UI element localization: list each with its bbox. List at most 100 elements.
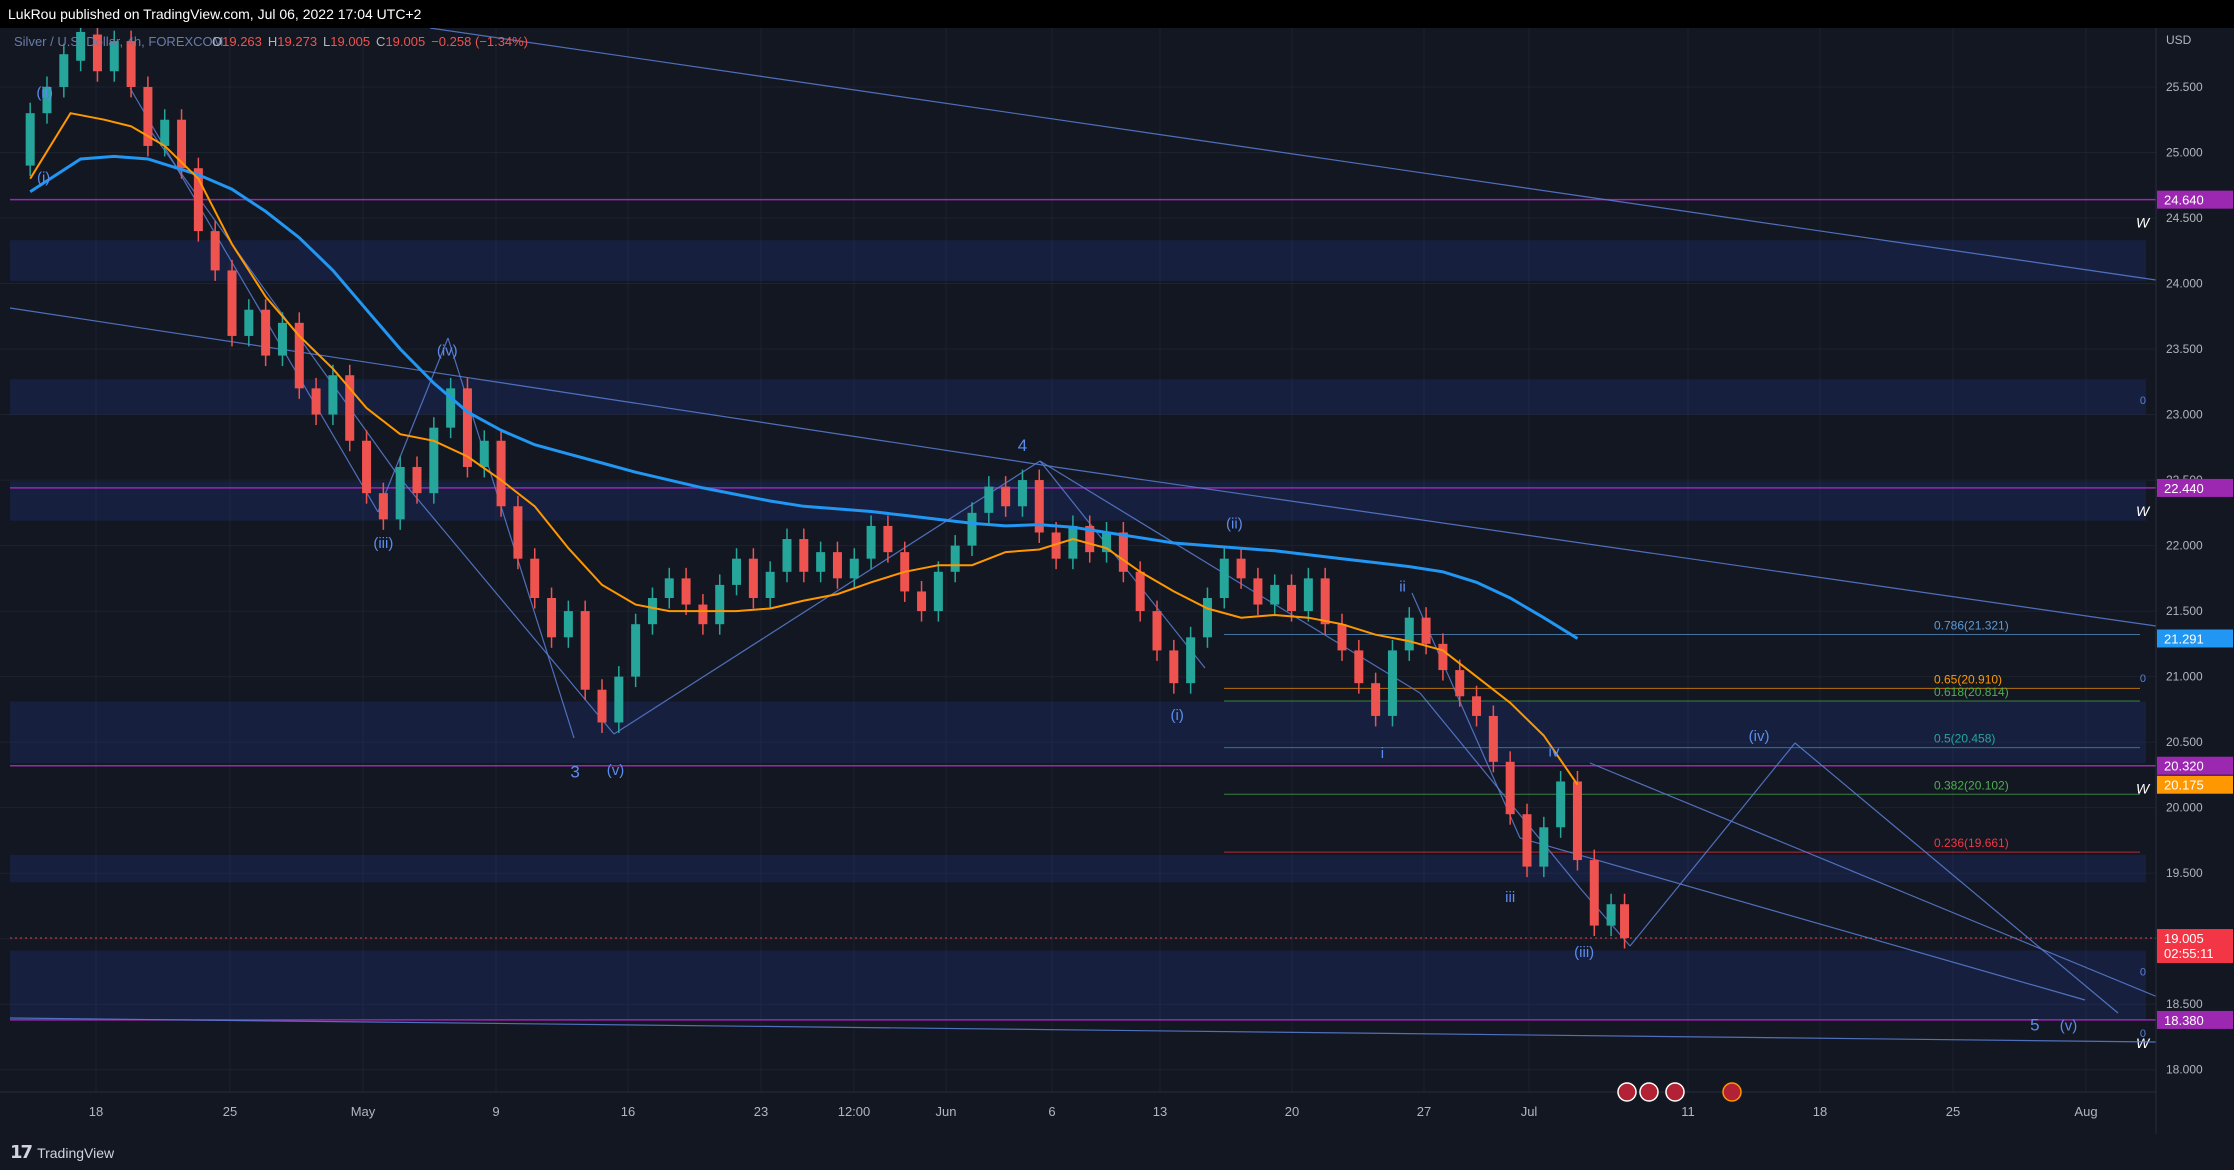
- price-label-box: [2157, 756, 2233, 775]
- candle-body: [816, 552, 826, 572]
- candle-body: [25, 113, 35, 166]
- x-tick-label: 9: [492, 1104, 499, 1119]
- candle-body: [917, 591, 927, 612]
- trendline: [377, 337, 449, 513]
- candle-body: [765, 571, 775, 598]
- candle-body: [1320, 578, 1330, 625]
- candle-body: [92, 34, 102, 72]
- fib-label: 0.5(20.458): [1934, 732, 1995, 746]
- candle-body: [1522, 814, 1532, 867]
- y-tick-label: 21.000: [2166, 670, 2203, 684]
- grid: [0, 28, 2156, 1092]
- w-label: W: [2136, 1035, 2151, 1051]
- candle-body: [715, 584, 725, 625]
- candle-body: [1371, 683, 1381, 716]
- us-flag-icon[interactable]: [1722, 1082, 1742, 1102]
- candle-body: [345, 375, 355, 441]
- trendline: [1589, 762, 2161, 999]
- trendline: [1629, 742, 1796, 947]
- wave-label: 5: [2030, 1015, 2039, 1034]
- economic-events[interactable]: [1617, 1082, 1742, 1102]
- price-zone: [10, 950, 2146, 1020]
- candle-body: [1387, 650, 1397, 716]
- w-label: W: [2136, 781, 2151, 797]
- candle-body: [1219, 558, 1229, 598]
- us-flag-icon[interactable]: [1639, 1082, 1659, 1102]
- price-label: 22.440: [2164, 481, 2204, 496]
- candle-body: [866, 525, 876, 559]
- trendlines: [9, 28, 2161, 1043]
- candle-body: [1337, 624, 1347, 651]
- candle-body: [984, 486, 994, 513]
- candle-body: [1001, 486, 1011, 507]
- x-tick-label: 11: [1681, 1104, 1695, 1119]
- x-tick-label: Aug: [2074, 1104, 2097, 1119]
- currency-label: USD: [2166, 33, 2192, 47]
- trendline: [1519, 837, 2086, 1001]
- candle-body: [1455, 670, 1465, 697]
- x-tick-label: Jul: [1521, 1104, 1538, 1119]
- current-price-box: [2157, 929, 2233, 964]
- candle-body: [1169, 650, 1179, 684]
- zero-marker: 0: [2140, 673, 2146, 685]
- price-label-box: [2157, 775, 2233, 794]
- y-tick-label: 23.000: [2166, 408, 2203, 422]
- wave-label: (v): [2060, 1017, 2078, 1034]
- candles: [25, 28, 1630, 949]
- candle-body: [1620, 904, 1630, 939]
- y-tick-label: 18.500: [2166, 997, 2203, 1011]
- x-tick-label: Jun: [936, 1104, 957, 1119]
- candle-body: [1606, 904, 1616, 926]
- wave-label: 4: [1018, 436, 1027, 455]
- price-chart[interactable]: W W W W 0.786(21.321) 0.65(20.910)0.618(20.8…: [0, 28, 2234, 1134]
- candle-body: [1589, 860, 1599, 926]
- candle-body: [1017, 480, 1027, 507]
- x-tick-label: 20: [1285, 1104, 1299, 1119]
- legend-symbol: Silver / U.S. Dollar, 4h, FOREXCOM: [14, 34, 224, 49]
- wave-label: (v): [607, 762, 625, 779]
- trendline: [1794, 742, 2119, 1014]
- candle-body: [429, 427, 439, 494]
- zero-marker: 0: [2140, 966, 2146, 978]
- candle-body: [664, 578, 674, 598]
- legend: Silver / U.S. Dollar, 4h, FOREXCOM O19.2…: [14, 34, 528, 49]
- candle-countdown: 02:55:11: [2164, 946, 2214, 961]
- candle-body: [362, 440, 372, 494]
- price-label-box: [2157, 190, 2233, 209]
- wave-label: iii: [1505, 889, 1515, 906]
- candle-body: [311, 388, 321, 415]
- legend-high-label: H: [268, 34, 277, 49]
- ema-fast-line: [29, 112, 1579, 786]
- price-label: 20.320: [2164, 759, 2204, 774]
- x-tick-label: 25: [223, 1104, 237, 1119]
- candle-body: [883, 525, 893, 553]
- candle-body: [1118, 532, 1128, 572]
- wave-label: (iv): [437, 343, 458, 360]
- price-labels: 24.640 22.440 21.291 20.320 20.175 18.380: [2157, 190, 2233, 1029]
- y-tick-label: 25.500: [2166, 80, 2203, 94]
- us-flag-icon[interactable]: [1665, 1082, 1685, 1102]
- y-tick-label: 19.500: [2166, 866, 2203, 880]
- candle-body: [1505, 761, 1515, 815]
- us-flag-icon[interactable]: [1617, 1082, 1637, 1102]
- candle-body: [462, 388, 472, 467]
- candle-body: [1303, 578, 1313, 612]
- candle-body: [967, 512, 977, 546]
- price-label: 24.640: [2164, 193, 2204, 208]
- wave-label: i: [1381, 745, 1384, 762]
- wave-labels: (ii)(i)(iii)(iv)3 (v)4(ii)(i)iii iviii(iii…: [36, 84, 2077, 1034]
- candle-body: [1085, 525, 1095, 553]
- trendline: [9, 307, 1063, 469]
- candle-body: [530, 558, 540, 598]
- wave-label: (iv): [1749, 728, 1770, 745]
- price-zone: [10, 701, 2146, 764]
- tradingview-logo[interactable]: 17 TradingView: [10, 1142, 114, 1163]
- candle-body: [261, 309, 271, 356]
- tradingview-logo-icon: 17: [10, 1142, 33, 1163]
- legend-open-label: O: [212, 34, 222, 49]
- zero-marker: 0: [2140, 1028, 2146, 1040]
- candle-body: [732, 558, 742, 585]
- wave-label: iv: [1548, 744, 1559, 761]
- wave-label: (i): [37, 170, 50, 187]
